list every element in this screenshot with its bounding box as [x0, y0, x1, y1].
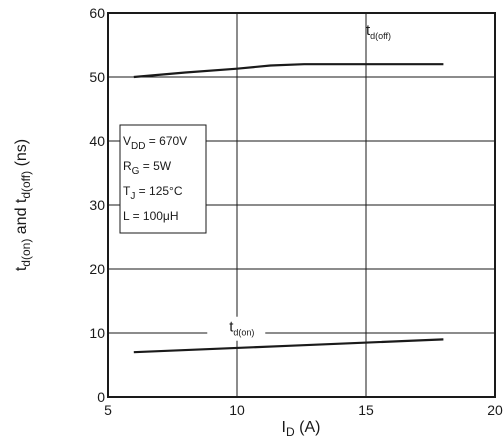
condition-symbol: R	[123, 159, 132, 173]
y-tick-label: 50	[89, 69, 105, 85]
series-label-main: t	[366, 22, 371, 39]
condition-line: RG = 5W	[123, 159, 172, 177]
y-tick-label: 30	[89, 197, 105, 213]
series-label-sub: d(on)	[233, 328, 254, 338]
series-label-text: td(off)	[366, 22, 391, 41]
y-axis-title-mid: and t	[13, 198, 30, 239]
x-tick-label: 15	[358, 402, 374, 418]
x-axis-title-main: I	[282, 419, 286, 436]
series-label-text: td(on)	[229, 319, 254, 338]
condition-value: = 100μH	[129, 209, 178, 223]
x-tick-label: 10	[229, 402, 245, 418]
plot-frame	[107, 12, 496, 398]
condition-line: L = 100μH	[123, 209, 179, 223]
condition-subscript: J	[130, 191, 135, 202]
series-label-main: t	[229, 319, 234, 336]
series-label-don: td(on)	[207, 316, 266, 341]
conditions-box: VDD = 670V RG = 5W TJ = 125°C L = 100μH	[119, 124, 207, 234]
y-tick-label: 0	[97, 389, 105, 405]
y-axis-title-sub2: d(off)	[19, 171, 33, 199]
y-tick-label: 20	[89, 261, 105, 277]
condition-value: = 5W	[139, 159, 171, 173]
y-tick-label: 40	[89, 133, 105, 149]
x-axis-title-sub: D	[286, 425, 295, 439]
series-line-doff	[133, 63, 444, 79]
condition-value: = 125°C	[135, 184, 182, 198]
y-tick-label: 10	[89, 325, 105, 341]
y-axis-title-pre: t	[13, 266, 30, 271]
y-tick-labels: 0 10 20 30 40 50 60	[89, 5, 105, 405]
x-tick-label: 20	[487, 402, 503, 418]
series-label-doff: td(off)	[366, 22, 391, 41]
condition-subscript: DD	[131, 141, 145, 152]
y-axis-title-sub1: d(on)	[19, 239, 33, 267]
condition-line: VDD = 670V	[123, 134, 187, 152]
condition-value: = 670V	[145, 134, 187, 148]
x-axis-title: ID (A)	[282, 419, 321, 439]
condition-line: TJ = 125°C	[123, 184, 183, 202]
condition-subscript: G	[132, 166, 140, 177]
x-tick-labels: 5 10 15 20	[104, 402, 503, 418]
x-axis-title-tail: (A)	[295, 419, 321, 436]
x-tick-label: 5	[104, 402, 112, 418]
series-labels: td(off)td(on)	[207, 22, 391, 341]
y-tick-label: 60	[89, 5, 105, 21]
condition-symbol: V	[123, 134, 131, 148]
series-line-don	[133, 338, 444, 354]
series-label-background	[207, 316, 266, 341]
y-axis-title: td(on) and td(off) (ns)	[13, 139, 33, 271]
condition-symbol: L	[123, 209, 130, 223]
conditions-frame	[119, 124, 207, 234]
series-label-sub: d(off)	[370, 31, 391, 41]
y-axis-title-tail: (ns)	[13, 139, 30, 171]
condition-symbol: T	[123, 184, 131, 198]
series-layer	[133, 63, 444, 354]
